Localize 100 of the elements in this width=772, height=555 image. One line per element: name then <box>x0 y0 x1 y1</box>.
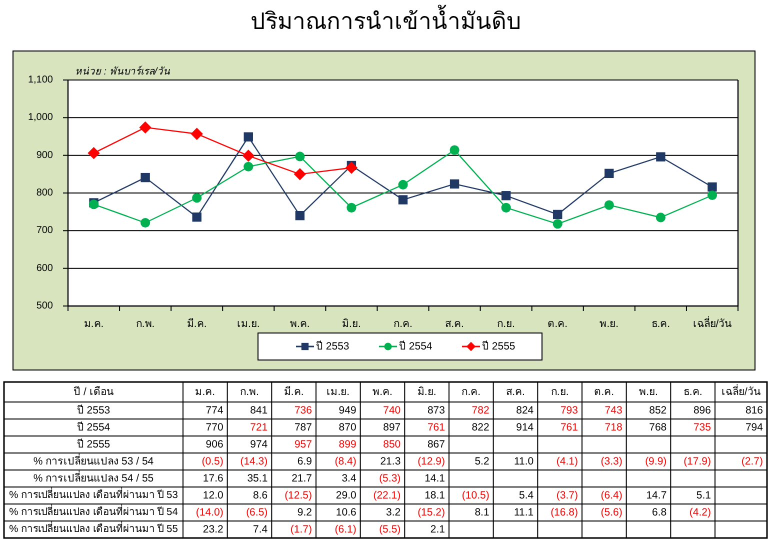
category-label: ส.ค. <box>506 386 525 398</box>
x-tick-label: มี.ค. <box>186 317 207 330</box>
point <box>190 128 203 140</box>
data-label: 21.3 <box>380 456 401 468</box>
x-tick-label: ม.ค. <box>84 318 104 330</box>
category-label: พ.ค. <box>372 386 392 398</box>
point <box>398 195 408 204</box>
data-label: (5.6) <box>600 506 622 518</box>
data-label: 3.2 <box>386 506 401 518</box>
data-label: 824 <box>516 404 534 416</box>
data-label: (6.5) <box>246 506 268 518</box>
category-label: เฉลี่ย/วัน <box>722 384 760 398</box>
data-label: 6.8 <box>652 506 667 518</box>
data-label: 897 <box>383 422 401 434</box>
x-tick-label: เม.ย. <box>236 318 260 330</box>
x-tick-label: ต.ค. <box>548 318 568 330</box>
text: หน่วย : พันบาร์เรล/วัน <box>75 66 172 78</box>
point <box>604 168 614 178</box>
x-tick-label: ก.พ. <box>136 318 155 330</box>
data-label: (14.3) <box>240 456 268 468</box>
data-label: 770 <box>206 422 224 434</box>
data-label: 787 <box>294 422 312 434</box>
category-label: เม.ย. <box>326 386 350 398</box>
point <box>345 162 358 174</box>
x-tick-label: ก.ย. <box>497 318 515 330</box>
category-label: ก.ย. <box>550 386 569 398</box>
data-label: 10.6 <box>336 506 356 518</box>
data-label: 721 <box>250 422 268 434</box>
x-tick-label: เฉลี่ย/วัน <box>692 316 732 330</box>
data-label: 906 <box>206 438 224 450</box>
point <box>656 152 666 162</box>
data-label: 768 <box>649 422 667 434</box>
data-label: (12.5) <box>284 490 312 502</box>
data-label: (3.7) <box>556 490 578 502</box>
text: % การเปลี่ยนแปลง เดือนที่ผ่านมา ปี 53 <box>9 487 178 501</box>
legend-label: ปี 2555 <box>482 340 516 352</box>
text: ปี 2555 <box>76 438 110 450</box>
data-label: 7.4 <box>253 524 268 536</box>
text: % การเปลี่ยนแปลง 54 / 55 <box>33 470 154 484</box>
category-label: มี.ค. <box>284 385 304 398</box>
data-label: (17.9) <box>684 456 711 468</box>
data-label: 5.1 <box>696 490 712 502</box>
y-tick-label: 500 <box>36 300 54 312</box>
data-label: (0.5) <box>202 456 224 468</box>
data-label: (14.0) <box>196 506 224 518</box>
point <box>139 121 152 134</box>
data-label: (4.1) <box>556 456 578 468</box>
x-tick-label: พ.ย. <box>600 318 619 330</box>
text: % การเปลี่ยนแปลง เดือนที่ผ่านมา ปี 54 <box>9 504 178 518</box>
point <box>244 162 254 172</box>
data-label: 873 <box>427 404 446 416</box>
data-label: (12.9) <box>418 456 445 468</box>
point <box>707 190 718 200</box>
legend-label: ปี 2553 <box>316 340 350 352</box>
data-label: 740 <box>383 404 401 416</box>
data-label: (3.3) <box>600 456 622 468</box>
data-label: 743 <box>604 404 622 416</box>
data-label: (4.2) <box>689 506 711 518</box>
data-label: 914 <box>516 422 534 434</box>
data-label: 8.1 <box>474 506 490 518</box>
data-label: 718 <box>604 422 622 434</box>
chart-title: ปริมาณการนำเข้าน้ำมันดิบ <box>250 5 522 34</box>
data-label: (2.7) <box>741 456 763 468</box>
y-tick-label: 800 <box>36 188 54 198</box>
data-label: (22.1) <box>373 490 401 502</box>
data-label: 6.9 <box>297 456 312 468</box>
category-label: ธ.ค. <box>683 386 702 398</box>
data-label: 11.1 <box>514 506 534 518</box>
data-label: 949 <box>338 404 356 416</box>
data-label: 761 <box>560 422 578 434</box>
data-label: 12.0 <box>202 490 224 502</box>
x-tick-label: ส.ค. <box>445 318 464 330</box>
data-label: (6.1) <box>334 524 356 536</box>
point <box>244 132 253 142</box>
point <box>88 146 100 160</box>
data-label: 899 <box>338 438 356 450</box>
text: % การเปลี่ยนแปลง เดือนที่ผ่านมา ปี 55 <box>9 521 178 535</box>
point <box>140 218 150 228</box>
point <box>553 210 562 220</box>
point <box>295 152 305 162</box>
data-label: (16.8) <box>550 506 578 518</box>
data-label: 8.6 <box>253 490 268 502</box>
data-label: (9.9) <box>645 456 667 468</box>
data-label: 793 <box>560 404 578 416</box>
data-label: 9.2 <box>297 506 312 518</box>
y-tick-label: 1,100 <box>28 74 54 86</box>
point <box>140 172 150 182</box>
data-label: 974 <box>250 438 268 450</box>
point <box>242 150 254 162</box>
data-label: 35.1 <box>247 472 268 484</box>
data-label: 17.6 <box>202 472 224 484</box>
data-label: 14.7 <box>646 490 667 502</box>
data-label: 870 <box>338 422 356 434</box>
data-label: 11.0 <box>514 456 534 468</box>
category-label: ก.พ. <box>240 386 259 398</box>
data-label: 761 <box>427 422 446 434</box>
y-tick-label: 600 <box>36 262 54 274</box>
text: % การเปลี่ยนแปลง 53 / 54 <box>33 454 154 468</box>
point <box>708 182 717 192</box>
data-label: 822 <box>472 422 490 434</box>
